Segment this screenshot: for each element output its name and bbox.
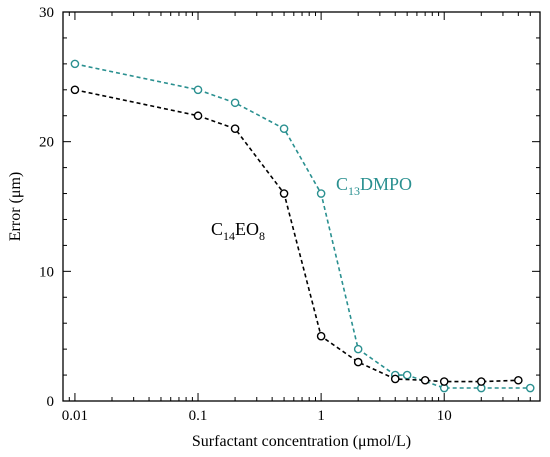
y-tick-label: 20 <box>39 135 54 151</box>
data-point <box>439 377 449 386</box>
series-label-c14eo8: C14EO8 <box>211 219 265 243</box>
data-point <box>476 377 486 386</box>
data-point <box>230 124 240 133</box>
data-point <box>316 189 326 198</box>
series-label-c14eo8-base: C <box>211 219 223 239</box>
data-point <box>402 370 412 380</box>
data-point <box>279 189 289 198</box>
plot-frame-group <box>62 11 541 402</box>
series-line <box>74 63 531 389</box>
plot-frame <box>62 11 541 402</box>
series-label-c14eo8-sub1: 14 <box>223 229 235 243</box>
series-label-c13dmpo-sub: 13 <box>348 184 360 198</box>
series-line <box>74 89 519 383</box>
series-layer <box>70 59 535 393</box>
y-tick-label: 10 <box>39 264 54 280</box>
data-point <box>70 59 80 69</box>
y-axis: 0 10 20 30 <box>39 5 540 410</box>
data-point <box>353 344 363 354</box>
data-point <box>230 98 240 108</box>
series-label-c13dmpo: C13DMPO <box>336 174 412 198</box>
data-point <box>420 375 430 385</box>
y-tick-label: 30 <box>39 5 54 21</box>
series-1 <box>70 85 523 386</box>
x-tick-label: 1 <box>317 408 325 424</box>
data-point <box>525 383 535 393</box>
data-point <box>193 111 203 121</box>
series-label-c14eo8-sub2: 8 <box>259 229 265 243</box>
data-point <box>353 357 363 367</box>
y-tick-label: 0 <box>47 394 55 410</box>
data-point <box>390 374 400 384</box>
x-tick-label: 0.01 <box>62 408 88 424</box>
data-point <box>70 85 80 95</box>
data-point <box>279 124 289 133</box>
series-label-c14eo8-rest: EO <box>235 219 259 239</box>
data-point <box>514 375 523 385</box>
x-tick-label: 10 <box>437 408 452 424</box>
x-axis: 0.01 0.1 1 10 <box>62 12 541 424</box>
series-0 <box>70 59 535 393</box>
series-label-c13dmpo-base: C <box>336 174 348 194</box>
series-label-c13dmpo-rest: DMPO <box>360 174 412 194</box>
data-point <box>316 331 326 341</box>
x-tick-label: 0.1 <box>189 408 208 424</box>
x-axis-title: Surfactant concentration (μmol/L) <box>192 433 411 450</box>
data-point <box>193 85 203 95</box>
y-axis-title: Error (μm) <box>7 172 24 241</box>
